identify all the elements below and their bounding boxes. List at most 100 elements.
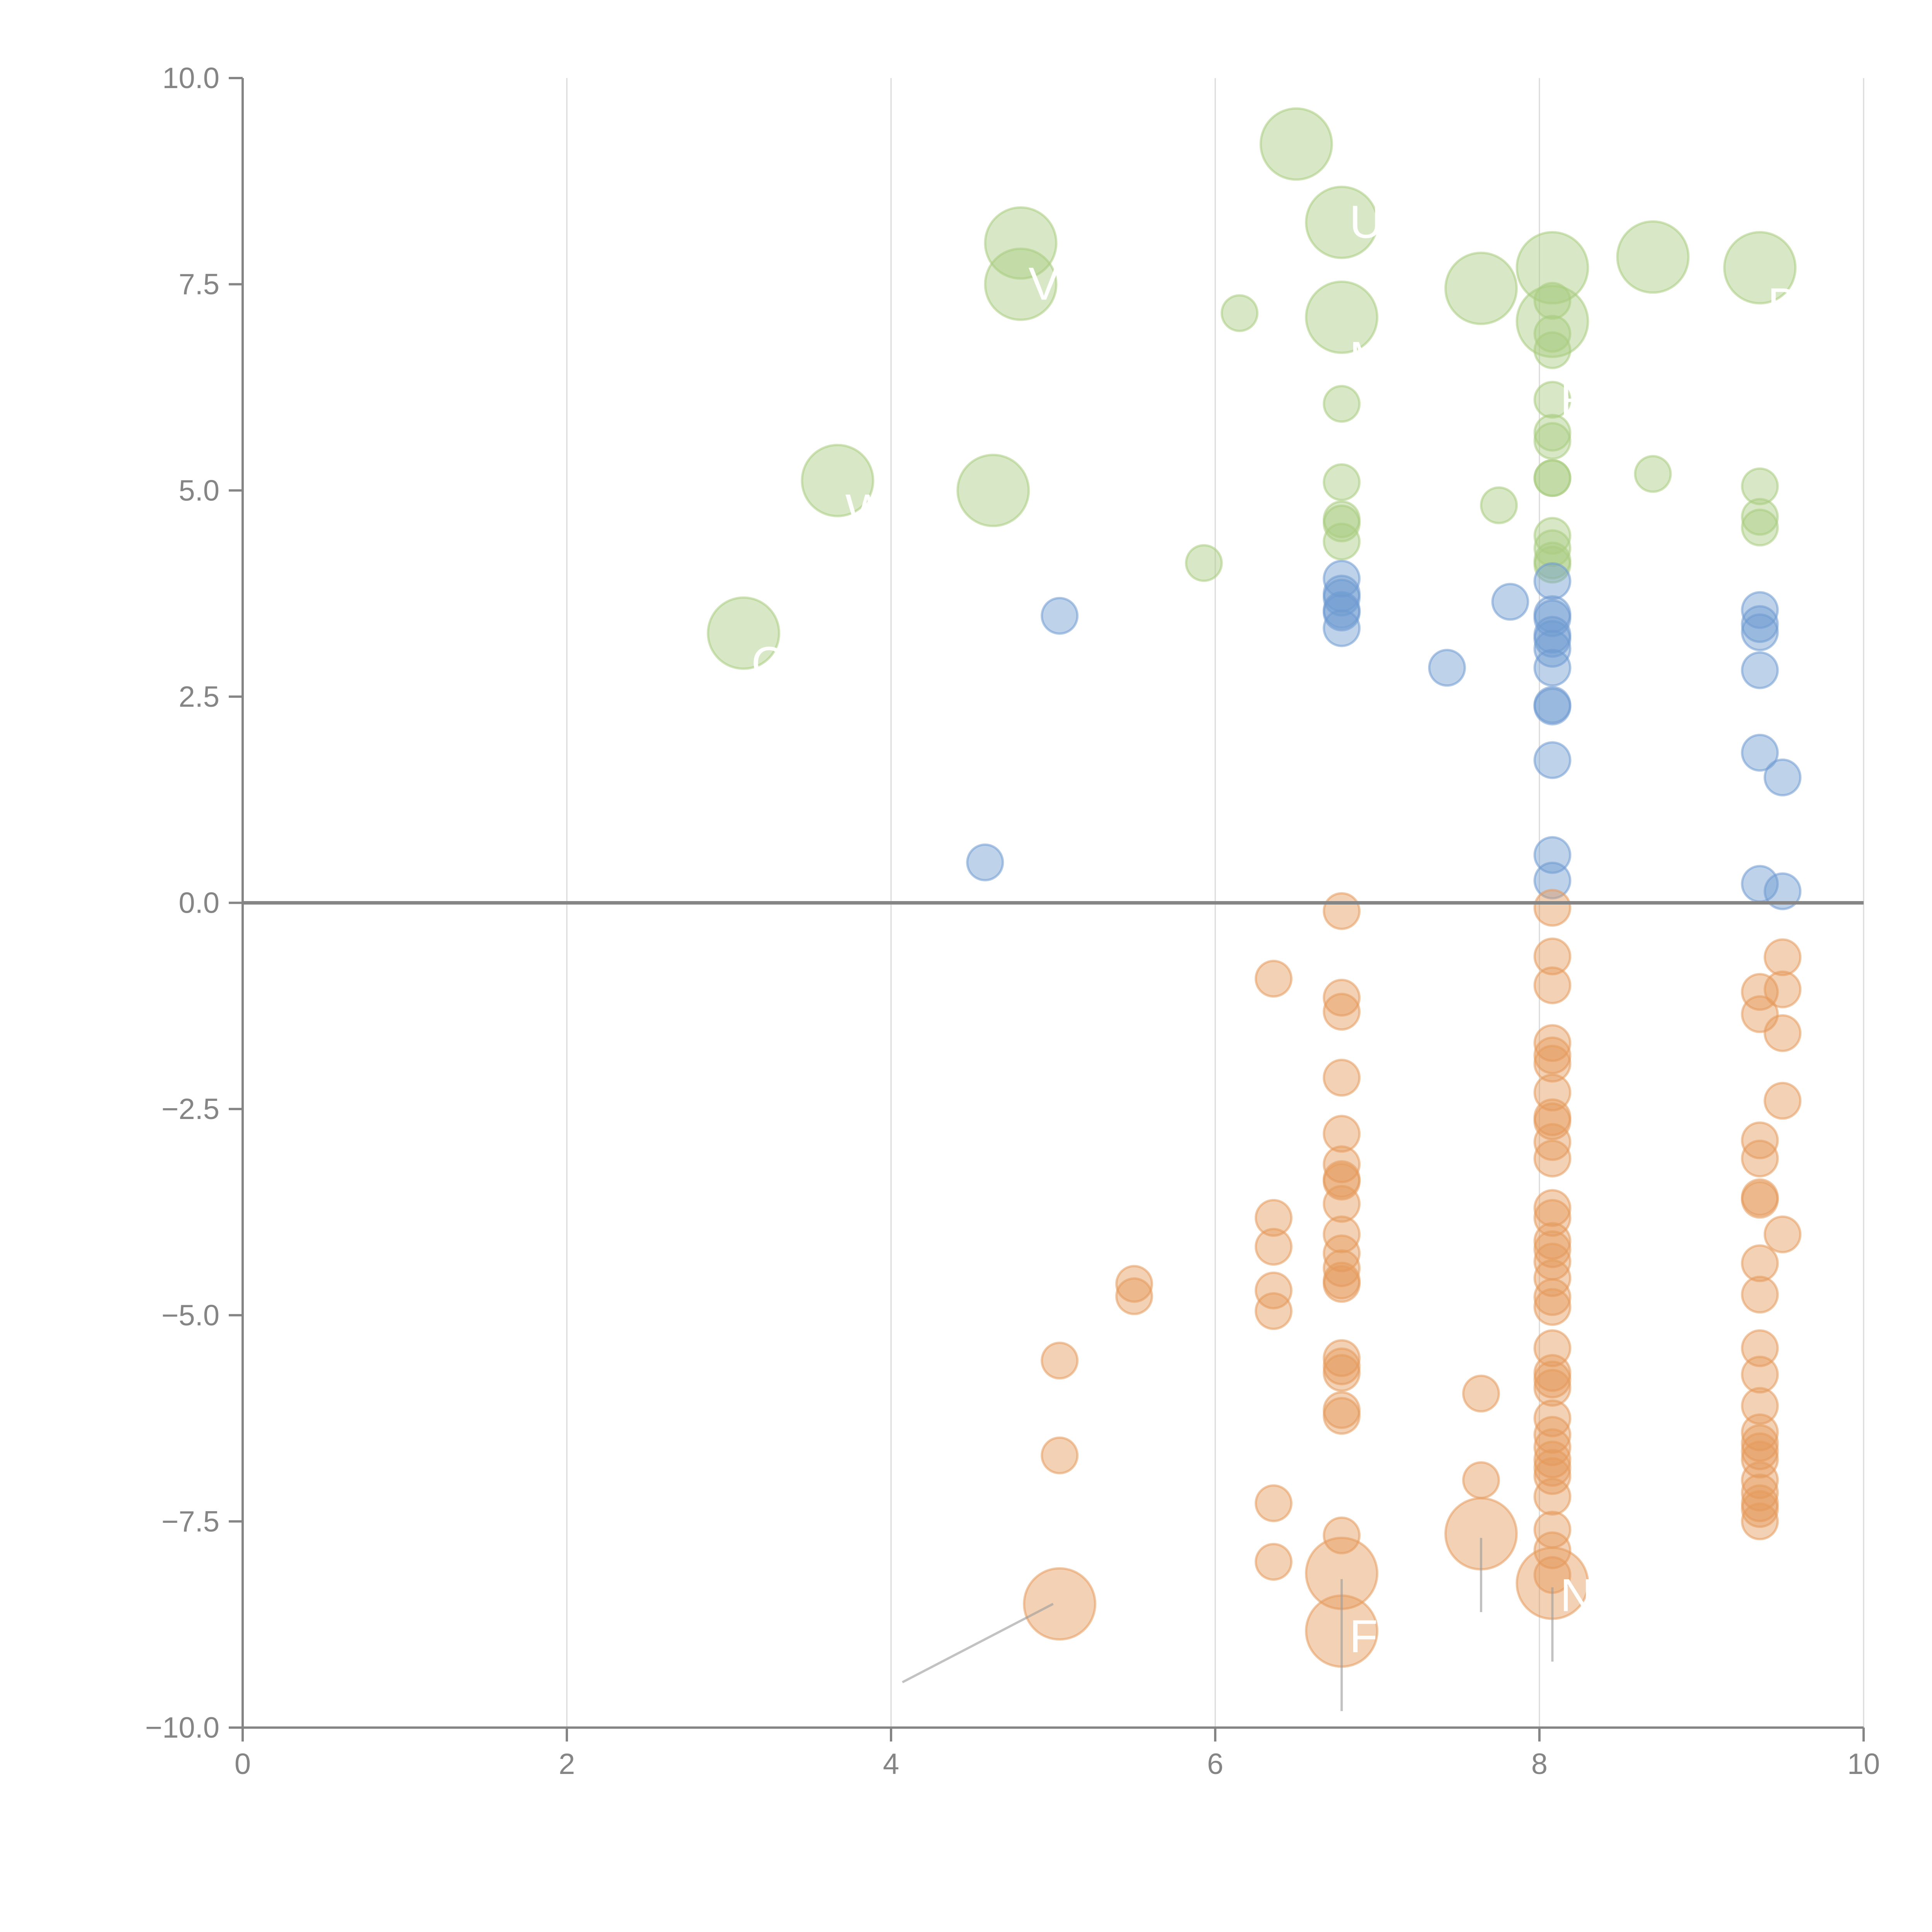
data-point-blue xyxy=(1533,599,1571,638)
data-point-orange xyxy=(1764,970,1802,1009)
data-point-green xyxy=(1533,459,1571,497)
data-point-green xyxy=(1533,529,1571,567)
data-point-blue xyxy=(1533,562,1571,600)
data-point-blue xyxy=(1741,651,1779,689)
point-label: U xyxy=(1349,196,1383,248)
data-point-orange xyxy=(1533,1259,1571,1297)
leader-line xyxy=(901,1603,1054,1684)
point-label: NC xyxy=(1560,1569,1627,1621)
data-point-orange xyxy=(1255,1271,1293,1310)
data-point-green xyxy=(1741,509,1779,547)
data-point-orange xyxy=(1533,1399,1571,1437)
x-tick-label: 8 xyxy=(1531,1748,1548,1781)
data-point-orange xyxy=(1533,889,1571,927)
data-point-orange xyxy=(1323,892,1361,930)
y-tick-label: −2.5 xyxy=(162,1093,219,1126)
data-point-orange xyxy=(1741,1355,1779,1394)
y-tick-label: 2.5 xyxy=(179,680,219,713)
data-point-green xyxy=(1533,315,1571,353)
data-point-orange xyxy=(1255,1543,1293,1581)
data-point-green xyxy=(1185,544,1223,582)
data-point-orange xyxy=(1323,1249,1361,1287)
point-label: W xyxy=(845,485,889,537)
data-point-green xyxy=(707,596,781,670)
data-point-orange xyxy=(1323,993,1361,1031)
data-point-orange xyxy=(1323,978,1361,1017)
data-point-orange xyxy=(1533,1428,1571,1466)
data-point-green xyxy=(1323,385,1361,423)
data-point-green xyxy=(1323,522,1361,561)
data-point-green xyxy=(1533,381,1571,419)
data-point-orange xyxy=(1741,1244,1779,1282)
data-point-orange xyxy=(1741,1180,1779,1219)
data-point-green xyxy=(1741,467,1779,505)
data-point-green xyxy=(1533,422,1571,460)
data-point-blue xyxy=(1741,591,1779,629)
data-point-green xyxy=(1533,546,1571,584)
data-point-orange xyxy=(1323,1397,1361,1435)
data-point-orange xyxy=(1533,1449,1571,1487)
data-point-blue xyxy=(1741,613,1779,651)
data-point-orange xyxy=(1255,1484,1293,1522)
data-point-green xyxy=(1533,282,1571,320)
leader-lines xyxy=(901,1538,1554,1711)
data-point-orange xyxy=(1533,1044,1571,1083)
data-point-orange xyxy=(1741,1139,1779,1178)
x-tick-label: 4 xyxy=(883,1748,899,1781)
data-point-orange xyxy=(1323,1339,1361,1377)
data-point-blue xyxy=(1533,649,1571,687)
data-point-orange xyxy=(1764,1082,1802,1120)
data-point-green xyxy=(1533,413,1571,452)
point-label: DT xyxy=(1768,279,1830,330)
data-point-green xyxy=(984,206,1058,280)
data-point-orange xyxy=(1533,1361,1571,1399)
data-point-orange xyxy=(1323,1162,1361,1201)
data-point-green xyxy=(1515,231,1589,304)
x-tick-label: 10 xyxy=(1847,1748,1880,1781)
data-point-green xyxy=(984,247,1058,321)
data-point-green xyxy=(1305,185,1379,259)
data-point-orange xyxy=(1533,1222,1571,1260)
data-point-blue xyxy=(1323,578,1361,617)
data-point-green xyxy=(1220,294,1259,332)
data-point-orange xyxy=(1741,1329,1779,1367)
data-point-orange xyxy=(1533,1369,1571,1407)
data-point-orange xyxy=(1323,1215,1361,1253)
data-point-orange xyxy=(1741,1424,1779,1462)
data-point-orange xyxy=(1533,1036,1571,1075)
data-point-blue xyxy=(1533,861,1571,900)
data-point-orange xyxy=(1323,1265,1361,1303)
data-point-blue xyxy=(1041,597,1079,635)
data-point-orange xyxy=(1115,1277,1153,1315)
data-point-orange xyxy=(1323,1185,1361,1223)
data-point-green xyxy=(1259,107,1333,181)
data-point-orange xyxy=(1533,1457,1571,1495)
data-point-green xyxy=(1533,331,1571,369)
data-point-blue xyxy=(1741,605,1779,643)
x-tick-label: 0 xyxy=(235,1748,251,1781)
data-point-orange xyxy=(1533,966,1571,1004)
data-point-orange xyxy=(1115,1265,1153,1303)
data-point-orange xyxy=(1323,1516,1361,1554)
data-point-blue xyxy=(1323,609,1361,647)
data-point-orange xyxy=(1533,1278,1571,1316)
point-label: R xyxy=(1560,373,1594,425)
data-point-orange xyxy=(1023,1567,1097,1641)
data-point-orange xyxy=(1533,1440,1571,1479)
data-point-orange xyxy=(1533,1288,1571,1326)
data-point-blue xyxy=(1533,741,1571,779)
data-point-orange xyxy=(1764,1215,1802,1253)
bubbles xyxy=(707,107,1802,1668)
data-point-orange xyxy=(1533,1123,1571,1161)
data-point-orange xyxy=(1741,1387,1779,1425)
point-label: M xyxy=(1349,332,1388,384)
data-point-orange xyxy=(1741,1473,1779,1512)
data-point-blue xyxy=(1533,630,1571,668)
data-point-blue xyxy=(1533,687,1571,726)
data-point-green xyxy=(1741,498,1779,536)
data-point-orange xyxy=(1741,1490,1779,1528)
data-point-orange xyxy=(1323,1059,1361,1097)
data-point-blue xyxy=(1764,872,1802,910)
data-point-blue xyxy=(1533,620,1571,658)
